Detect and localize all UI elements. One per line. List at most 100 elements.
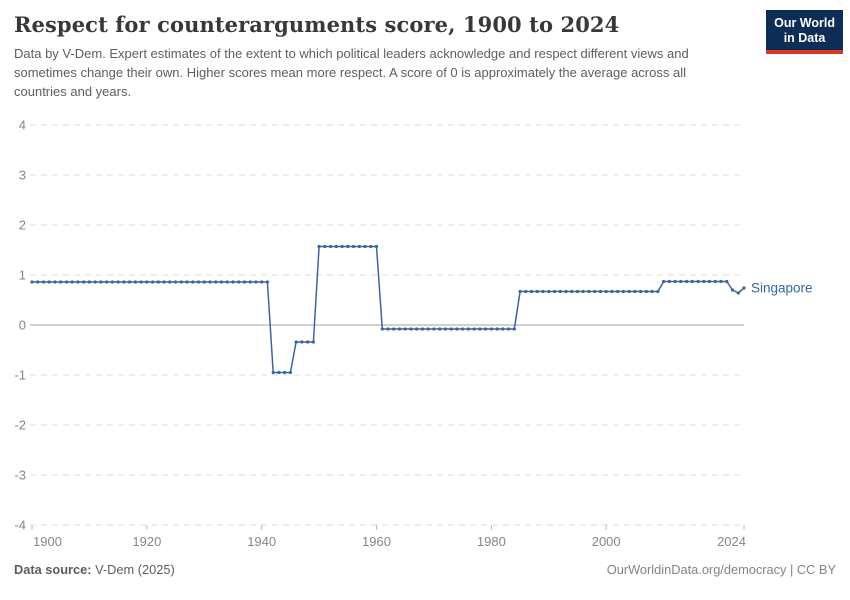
data-point[interactable] [374,244,379,248]
data-point[interactable] [650,289,654,293]
data-point[interactable] [656,289,660,293]
data-point[interactable] [351,244,356,248]
data-point[interactable] [254,279,258,284]
data-point[interactable] [570,289,574,293]
data-point[interactable] [593,289,597,293]
data-point[interactable] [581,289,585,293]
data-point[interactable] [41,279,46,284]
data-point[interactable] [415,326,419,331]
data-point[interactable] [725,279,729,283]
data-point[interactable] [397,326,402,331]
data-point[interactable] [363,244,367,248]
data-point[interactable] [306,339,310,344]
data-point[interactable] [225,279,229,284]
data-point[interactable] [547,289,551,293]
data-point[interactable] [438,326,442,331]
data-point[interactable] [644,289,649,293]
data-point[interactable] [552,289,557,293]
data-point[interactable] [357,244,361,248]
data-point[interactable] [196,279,201,284]
data-point[interactable] [449,326,453,331]
data-point[interactable] [685,279,689,283]
data-point[interactable] [323,244,327,248]
data-point[interactable] [518,289,522,293]
data-point[interactable] [208,279,212,284]
data-point[interactable] [271,370,275,374]
data-point[interactable] [173,279,178,284]
data-point[interactable] [627,289,631,293]
data-point[interactable] [53,279,57,284]
data-point[interactable] [260,279,264,284]
data-point[interactable] [420,326,425,331]
data-point[interactable] [432,326,436,331]
data-point[interactable] [598,289,603,293]
data-point[interactable] [128,279,132,284]
data-point[interactable] [156,279,160,284]
data-point[interactable] [277,370,281,374]
data-point[interactable] [202,279,206,284]
data-point[interactable] [82,279,86,284]
data-point[interactable] [283,370,287,374]
owid-logo[interactable]: Our World in Data [766,10,843,54]
data-point[interactable] [667,279,672,283]
data-point[interactable] [507,326,511,331]
data-point[interactable] [185,279,189,284]
data-point[interactable] [191,279,195,284]
data-point[interactable] [564,289,568,293]
line-chart-canvas[interactable]: 4 3 2 1 0 -1 -2 -3 -4 1900 1920 1940 1960 1980 2000 202… [0,108,850,556]
data-point[interactable] [392,326,396,331]
data-point[interactable] [662,279,666,283]
data-point[interactable] [696,279,700,283]
data-point[interactable] [616,289,620,293]
data-point[interactable] [380,326,384,331]
owid-citation-link[interactable]: OurWorldinData.org/democracy | CC BY [606,561,836,577]
data-point[interactable] [558,289,562,293]
data-point[interactable] [168,279,172,284]
data-point[interactable] [219,279,224,284]
data-point[interactable] [242,279,247,284]
data-point[interactable] [610,289,614,293]
data-point[interactable] [265,279,269,284]
data-point[interactable] [116,279,120,284]
data-point[interactable] [679,279,683,283]
data-point[interactable] [70,279,74,284]
data-point[interactable] [334,244,338,248]
data-point[interactable] [105,279,109,284]
data-point[interactable] [369,244,373,248]
data-point[interactable] [707,279,712,283]
data-point[interactable] [409,326,413,331]
data-point[interactable] [340,244,344,248]
data-point[interactable] [288,370,292,374]
data-point[interactable] [529,289,534,293]
data-point[interactable] [151,279,155,284]
data-point[interactable] [478,326,482,331]
data-point[interactable] [162,279,166,284]
data-point[interactable] [237,279,241,284]
data-point[interactable] [110,279,114,284]
data-point[interactable] [730,287,735,292]
data-point[interactable] [59,279,63,284]
data-point[interactable] [461,326,465,331]
data-point[interactable] [214,279,218,284]
data-point[interactable] [139,279,143,284]
data-point[interactable] [455,326,459,331]
data-point[interactable] [179,279,183,284]
data-point[interactable] [690,279,694,283]
data-point[interactable] [495,326,499,331]
data-point[interactable] [99,279,103,284]
data-point[interactable] [702,279,706,283]
data-point[interactable] [145,279,149,284]
data-point[interactable] [87,279,91,284]
data-point[interactable] [30,279,34,284]
entity-label[interactable]: Singapore [751,280,813,295]
data-point[interactable] [541,289,545,293]
data-point[interactable] [575,289,580,293]
data-point[interactable] [311,339,315,344]
data-point[interactable] [47,279,51,284]
data-point[interactable] [403,326,407,331]
data-point[interactable] [466,326,470,331]
data-point[interactable] [524,289,528,293]
data-point[interactable] [386,326,390,331]
data-point[interactable] [329,244,333,248]
data-point[interactable] [484,326,488,331]
